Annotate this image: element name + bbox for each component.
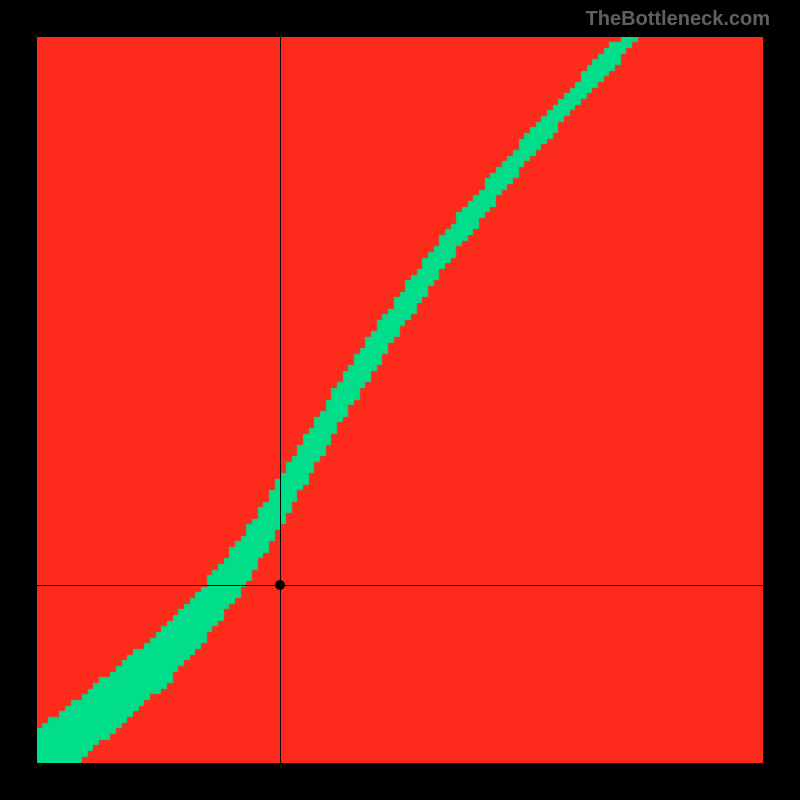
heatmap-canvas [37, 37, 763, 763]
watermark-text: TheBottleneck.com [586, 8, 770, 31]
heatmap-chart [37, 37, 763, 763]
crosshair-horizontal [37, 585, 763, 586]
crosshair-marker [275, 580, 285, 590]
crosshair-vertical [280, 37, 281, 763]
